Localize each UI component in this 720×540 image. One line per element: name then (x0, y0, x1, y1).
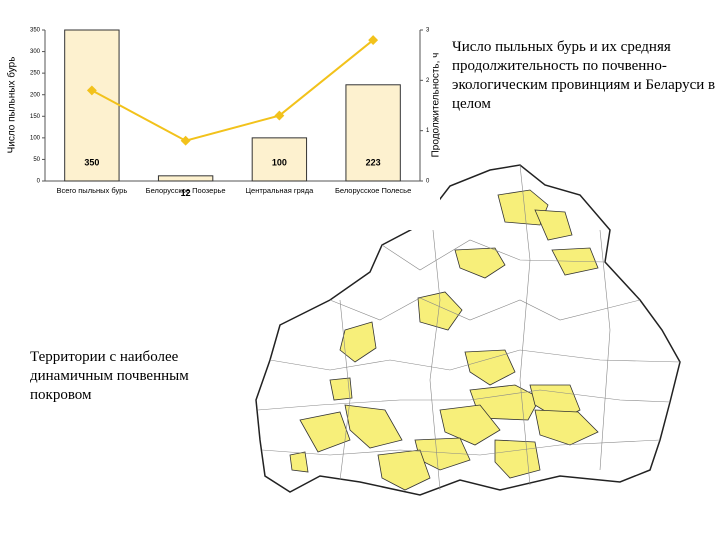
map-caption: Территории с наиболее динамичным почвенн… (30, 349, 189, 403)
line-marker (180, 135, 191, 146)
y-tick-label: 0 (37, 179, 41, 185)
chart: Число пыльных бурь Продолжительность, ч … (0, 20, 440, 230)
chart-caption: Число пыльных бурь и их средняя продолжи… (452, 39, 716, 112)
y-tick-label: 200 (30, 92, 41, 98)
y-tick-label: 50 (33, 157, 40, 163)
highlighted-regions (289, 189, 599, 491)
line-marker (86, 85, 97, 96)
line (91, 39, 374, 142)
bar-value-label: 12 (181, 188, 191, 198)
y-tick-label: 250 (30, 71, 41, 77)
bar-value-label: 350 (84, 157, 99, 167)
bar (345, 84, 401, 182)
y-tick-label: 150 (30, 114, 41, 120)
y-tick-label: 300 (30, 49, 41, 55)
y2-tick-label: 3 (426, 28, 430, 34)
y2-tick-label: 1 (426, 128, 430, 134)
bar (251, 137, 308, 182)
x-tick-label: Всего пыльных бурь (57, 186, 128, 195)
y-axis-label: Число пыльных бурь (6, 57, 18, 154)
y-tick-label: 100 (30, 135, 41, 141)
x-tick-label: Белорусское Поозерье (146, 186, 226, 195)
y2-tick-label: 0 (426, 179, 430, 185)
district-borders (257, 164, 681, 491)
y2-axis-label: Продолжительность, ч (431, 53, 440, 158)
bar-value-label: 223 (366, 157, 381, 167)
x-tick-label: Белорусское Полесье (335, 186, 411, 195)
bar (64, 29, 120, 182)
y2-tick-label: 2 (426, 78, 430, 84)
y-tick-label: 350 (30, 28, 41, 34)
x-tick-label: Центральная гряда (245, 186, 314, 195)
bar-value-label: 100 (272, 157, 287, 167)
bar (157, 175, 214, 182)
